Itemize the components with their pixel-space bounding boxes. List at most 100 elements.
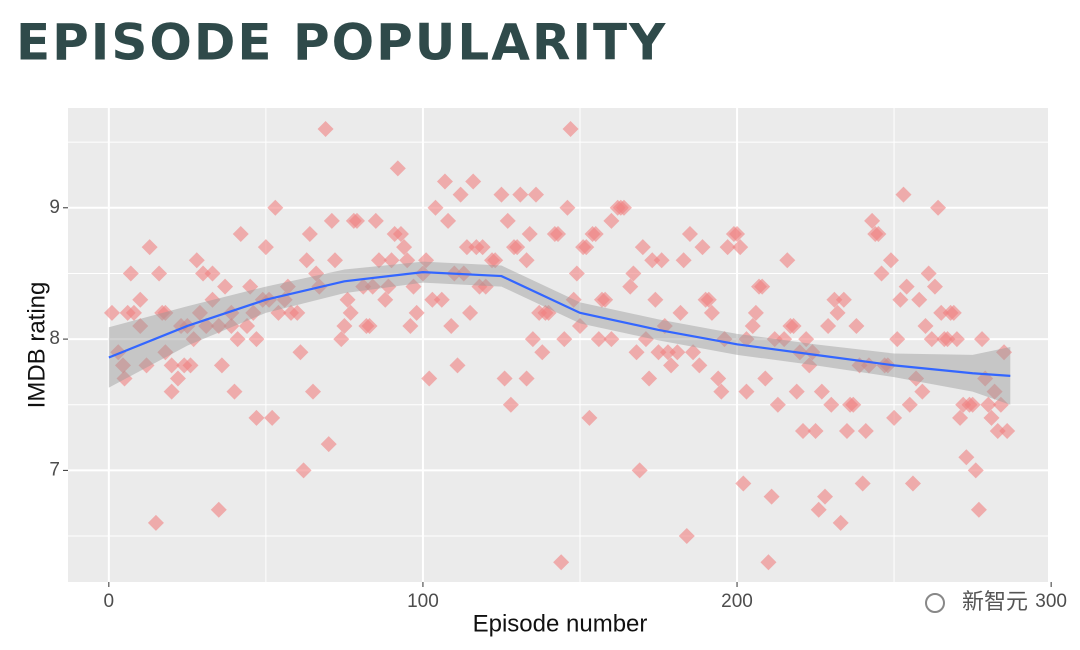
chart-title: EPISODE POPULARITY [16, 14, 667, 72]
point [320, 436, 337, 453]
point [462, 304, 479, 321]
point [996, 344, 1013, 361]
point [188, 252, 205, 269]
point [622, 278, 639, 295]
point [659, 344, 676, 361]
point [911, 291, 928, 308]
point [568, 265, 585, 282]
y-tick-label: 9 [49, 197, 60, 218]
point [270, 304, 287, 321]
point [801, 357, 818, 374]
point [217, 278, 234, 295]
point [301, 226, 318, 243]
point [257, 239, 274, 256]
point [449, 357, 466, 374]
point [647, 291, 664, 308]
point [700, 291, 717, 308]
point [631, 462, 648, 479]
point [719, 239, 736, 256]
point [433, 291, 450, 308]
point [615, 199, 632, 216]
point [857, 423, 874, 440]
point [559, 199, 576, 216]
point [603, 212, 620, 229]
watermark-bg [912, 588, 1052, 618]
point [904, 475, 921, 492]
point [534, 344, 551, 361]
point [628, 344, 645, 361]
point [402, 317, 419, 334]
point [279, 278, 296, 295]
point [248, 331, 265, 348]
point [590, 331, 607, 348]
point [326, 252, 343, 269]
panel [68, 108, 1048, 582]
point [952, 409, 969, 426]
point [785, 317, 802, 334]
point [804, 344, 821, 361]
point [550, 226, 566, 243]
point [967, 462, 984, 479]
watermark-icon [925, 593, 945, 613]
point [757, 370, 774, 387]
point [980, 396, 997, 413]
point [436, 173, 453, 190]
point [502, 396, 519, 413]
point [242, 278, 259, 295]
point [744, 317, 761, 334]
point [678, 528, 695, 545]
x-tick-label: 200 [721, 591, 753, 612]
point [458, 239, 475, 256]
point [873, 265, 890, 282]
point [788, 383, 805, 400]
point [298, 252, 315, 269]
point [195, 265, 212, 282]
point [414, 265, 431, 282]
y-axis-title: IMDB rating [23, 282, 50, 409]
point [355, 278, 372, 295]
point [713, 383, 730, 400]
point [163, 383, 180, 400]
point [914, 383, 931, 400]
point [226, 383, 243, 400]
x-tick-label: 100 [407, 591, 439, 612]
point [408, 304, 425, 321]
point [637, 331, 654, 348]
watermark: 新智元 [912, 588, 1052, 618]
point [380, 278, 397, 295]
point [210, 501, 227, 518]
point [204, 265, 221, 282]
point [421, 370, 438, 387]
point [524, 331, 541, 348]
point [813, 383, 830, 400]
point [452, 186, 469, 203]
x-tick-label: 0 [104, 591, 115, 612]
point [795, 423, 811, 440]
point [870, 226, 887, 243]
point [816, 488, 833, 505]
point [930, 199, 947, 216]
point [644, 252, 661, 269]
point [361, 317, 378, 334]
point [729, 226, 746, 243]
point [970, 501, 987, 518]
point [512, 186, 529, 203]
point [823, 396, 840, 413]
point [157, 344, 174, 361]
point [399, 252, 416, 269]
point [691, 357, 708, 374]
point [882, 252, 899, 269]
point [405, 278, 422, 295]
point [889, 331, 906, 348]
point [826, 291, 843, 308]
point [518, 370, 535, 387]
point [132, 291, 149, 308]
x-tick-label: 300 [1035, 591, 1067, 612]
point [182, 357, 199, 374]
point [493, 186, 510, 203]
point [114, 357, 131, 374]
point [528, 186, 545, 203]
point [681, 226, 698, 243]
point [769, 396, 786, 413]
point [499, 212, 516, 229]
